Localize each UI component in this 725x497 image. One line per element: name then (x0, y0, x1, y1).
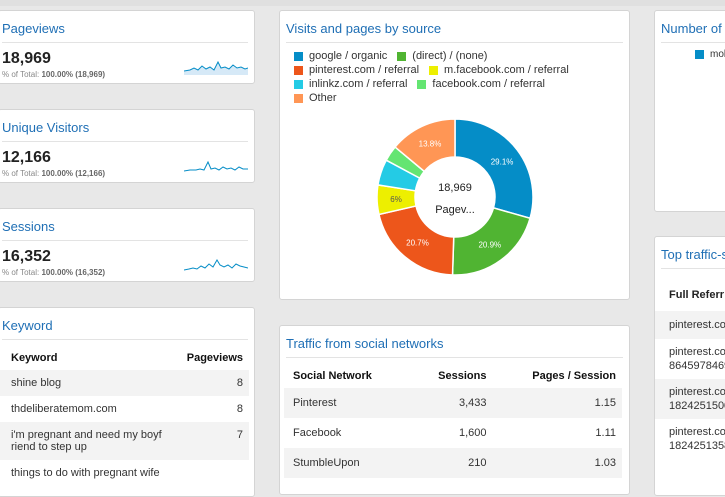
legend-item[interactable]: m.facebook.com / referral (429, 63, 569, 77)
top-traffic-card: Top traffic-s Full Referr pinterest.co p… (654, 236, 725, 496)
unique-visitors-card: Unique Visitors 12,166 % of Total: 100.0… (0, 109, 255, 183)
keyword-card: Keyword Keyword Pageviews shine blog 8 t… (0, 307, 255, 497)
keyword-title[interactable]: Keyword (2, 308, 248, 340)
sessions-sparkline (184, 259, 248, 271)
sessions-cell: 3,433 (410, 388, 493, 418)
pageviews-cell: 8 (236, 403, 243, 415)
pageviews-card: Pageviews 18,969 % of Total: 100.00% (18… (0, 10, 255, 84)
unique-visitors-subtext: % of Total: 100.00% (12,166) (2, 169, 106, 178)
keyword-column-header[interactable]: Keyword (11, 352, 58, 364)
legend-item[interactable]: google / organic (294, 49, 387, 63)
chart-legend: google / organic (direct) / (none) pinte… (280, 43, 629, 105)
pageviews-cell (169, 460, 249, 486)
traffic-source-donut-chart: 29.1% 20.9% 20.7% 6% 13.8% 18,969 Pagev... (376, 118, 534, 276)
social-networks-title[interactable]: Traffic from social networks (286, 326, 623, 358)
legend-item[interactable]: Other (294, 91, 337, 105)
number-of-card: Number of mob (654, 10, 725, 212)
pageviews-cell: 7 (169, 422, 249, 460)
donut-center-label: Pagev... (435, 204, 475, 216)
table-row: shine blog 8 (0, 370, 249, 396)
pages-per-session-cell: 1.03 (492, 448, 622, 478)
table-row: StumbleUpon 210 1.03 (284, 448, 622, 478)
slice-label: 29.1% (491, 157, 514, 166)
legend-swatch (429, 65, 439, 75)
slice-label: 13.8% (419, 140, 442, 149)
table-row: things to do with pregnant wife (0, 460, 249, 486)
pageviews-cell: 8 (169, 370, 249, 396)
table-row: thdeliberatemom.com 8 (0, 396, 249, 422)
legend-swatch (695, 50, 704, 59)
legend-swatch (294, 51, 303, 61)
unique-visitors-sparkline (184, 160, 248, 172)
unique-visitors-value: 12,166 (2, 149, 51, 166)
sessions-column-header[interactable]: Sessions (438, 370, 487, 382)
visits-by-source-card: Visits and pages by source google / orga… (279, 10, 630, 300)
legend-swatch (397, 51, 407, 61)
social-networks-card: Traffic from social networks Social Netw… (279, 325, 630, 495)
pages-per-session-cell: 1.15 (492, 388, 622, 418)
legend-swatch (294, 65, 303, 75)
list-item[interactable]: pinterest.co 1824251500 (655, 379, 725, 419)
table-row: Pinterest 3,433 1.15 (284, 388, 622, 418)
pageviews-sparkline (184, 60, 248, 75)
top-traffic-header[interactable]: Full Referr (669, 289, 725, 301)
number-of-legend-item[interactable]: mob (655, 43, 725, 60)
sessions-value: 16,352 (2, 248, 51, 265)
keyword-cell[interactable]: thdeliberatemom.com (11, 403, 117, 415)
sessions-cell: 210 (410, 448, 493, 478)
donut-center (415, 157, 495, 237)
social-network-cell[interactable]: StumbleUpon (284, 448, 411, 478)
pageviews-value: 18,969 (2, 50, 51, 67)
pageviews-title[interactable]: Pageviews (2, 11, 248, 43)
sessions-cell: 1,600 (458, 427, 487, 439)
visits-by-source-title[interactable]: Visits and pages by source (286, 11, 623, 43)
social-networks-table: Social Network Sessions Pages / Session … (284, 364, 622, 478)
legend-item[interactable]: (direct) / (none) (397, 49, 487, 63)
table-row: Facebook 1,600 1.11 (284, 418, 622, 448)
social-network-cell[interactable]: Facebook (293, 427, 342, 439)
legend-item[interactable]: facebook.com / referral (417, 77, 545, 91)
slice-label: 20.7% (406, 239, 429, 248)
pageviews-subtext: % of Total: 100.00% (18,969) (2, 70, 106, 79)
social-network-column-header[interactable]: Social Network (293, 370, 372, 382)
donut-center-value: 18,969 (438, 182, 472, 194)
sessions-title[interactable]: Sessions (2, 209, 248, 241)
slice-label: 20.9% (478, 241, 501, 250)
legend-item[interactable]: pinterest.com / referral (294, 63, 419, 77)
list-item[interactable]: pinterest.co 1824251358 (669, 426, 725, 452)
pages-per-session-cell: 1.11 (595, 427, 616, 439)
legend-swatch (417, 79, 427, 89)
sessions-subtext: % of Total: 100.00% (16,352) (2, 268, 106, 277)
social-network-cell[interactable]: Pinterest (284, 388, 411, 418)
list-item[interactable]: pinterest.co (655, 311, 725, 339)
top-strip (0, 0, 725, 6)
keyword-table: Keyword Pageviews shine blog 8 thdeliber… (0, 346, 249, 486)
legend-item[interactable]: inlinkz.com / referral (294, 77, 407, 91)
keyword-cell[interactable]: i'm pregnant and need my boyf riend to s… (0, 422, 169, 460)
top-traffic-title[interactable]: Top traffic-s (661, 237, 725, 269)
pages-per-session-column-header[interactable]: Pages / Session (532, 370, 616, 382)
list-item[interactable]: pinterest.co 8645978469 (669, 346, 725, 372)
legend-swatch (294, 79, 303, 89)
pageviews-column-header[interactable]: Pageviews (186, 352, 243, 364)
table-row: i'm pregnant and need my boyf riend to s… (0, 422, 249, 460)
keyword-cell[interactable]: things to do with pregnant wife (11, 467, 160, 479)
slice-label: 6% (390, 195, 402, 204)
legend-swatch (294, 93, 303, 103)
unique-visitors-title[interactable]: Unique Visitors (2, 110, 248, 142)
sessions-card: Sessions 16,352 % of Total: 100.00% (16,… (0, 208, 255, 282)
number-of-title[interactable]: Number of (661, 11, 725, 43)
keyword-cell[interactable]: shine blog (0, 370, 169, 396)
